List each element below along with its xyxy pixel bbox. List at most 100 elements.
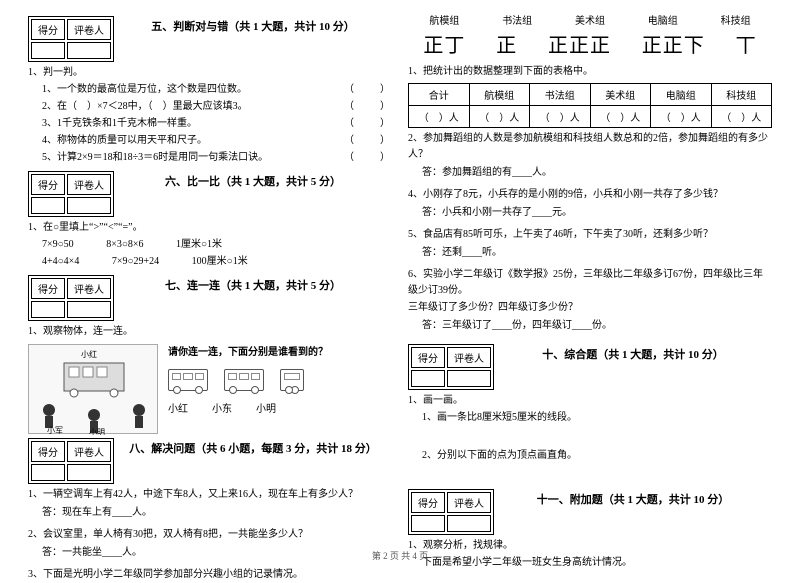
s5-item: 1、一个数的最高位是万位，这个数是四位数。 [42, 82, 344, 98]
table-cell: （ ）人 [530, 106, 591, 128]
section-8-header: 得分 评卷人 八、解决问题（共 6 小题，每题 3 分，共计 18 分） [28, 434, 392, 486]
bus-views [168, 369, 392, 394]
reviewer-label: 评卷人 [67, 441, 111, 462]
section-6-title: 六、比一比（共 1 大题，共计 5 分） [114, 173, 392, 189]
right-column: 航模组 书法组 美术组 电脑组 科技组 正丁 正 正正正 正正下 丅 1、把统计… [400, 12, 780, 559]
table-head: 书法组 [530, 84, 591, 106]
compare-item: 100厘米○1米 [192, 254, 248, 270]
s5-item: 5、计算2×9＝18和18÷3＝6时是用同一句乘法口诀。 [42, 150, 344, 166]
section-6-header: 得分 评卷人 六、比一比（共 1 大题，共计 5 分） [28, 167, 392, 219]
bus-view [280, 369, 304, 394]
score-box-11: 得分 评卷人 [408, 489, 494, 535]
bus-scene-icon: 小红 小军 小明 [29, 345, 159, 435]
group-label: 科技组 [721, 12, 751, 27]
r-q6a: 6、实验小学二年级订《数学报》25份，三年级比二年级多订67份，四年级比三年级少… [408, 267, 772, 299]
reviewer-label: 评卷人 [67, 278, 111, 299]
s5-lead: 1、判一判。 [28, 65, 392, 81]
r-a5: 答：还剩____听。 [408, 245, 772, 261]
score-label: 得分 [31, 19, 65, 40]
table-row: （ ）人 （ ）人 （ ）人 （ ）人 （ ）人 （ ）人 [409, 106, 772, 128]
bus-view-labels: 小红 小东 小明 [168, 400, 392, 415]
tally-mark: 正 [496, 29, 517, 58]
paren-blank: （ ） [344, 99, 392, 115]
s7-right: 请你连一连，下面分别是谁看到的？ 小红 小东 小明 [168, 344, 392, 415]
s5-item: 4、称物体的质量可以用天平和尺子。 [42, 133, 344, 149]
section-5-header: 得分 评卷人 五、判断对与错（共 1 大题，共计 10 分） [28, 12, 392, 64]
s10-lead: 1、画一画。 [408, 393, 772, 409]
reviewer-label: 评卷人 [447, 347, 491, 368]
tally-mark: 正丁 [423, 29, 465, 58]
s5-item: 2、在（ ）×7＜28中，（ ）里最大应该填3。 [42, 99, 344, 115]
table-cell: （ ）人 [409, 106, 470, 128]
s6-row1: 7×9○50 8×3○8×6 1厘米○1米 [28, 237, 392, 253]
bus-view [224, 369, 264, 394]
paren-blank: （ ） [344, 116, 392, 132]
r-a4: 答：小兵和小刚一共存了____元。 [408, 205, 772, 221]
r-q5: 5、食品店有85听可乐，上午卖了46听，下午卖了30听，还剩多少听？ [408, 227, 772, 243]
section-10-header: 得分 评卷人 十、综合题（共 1 大题，共计 10 分） [408, 340, 772, 392]
compare-item: 7×9○50 [42, 237, 74, 253]
observation-picture: 小红 小军 小明 [28, 344, 158, 434]
view-label: 小明 [256, 400, 276, 415]
table-head: 美术组 [590, 84, 651, 106]
table-cell: （ ）人 [590, 106, 651, 128]
r-a2: 答：参加舞蹈组的有____人。 [408, 165, 772, 181]
s8-q3: 3、下面是光明小学二年级同学参加部分兴趣小组的记录情况。 [28, 567, 392, 583]
tally-mark: 正正正 [548, 29, 611, 58]
bus-icon [224, 369, 264, 391]
table-lead: 1、把统计出的数据整理到下面的表格中。 [408, 64, 772, 80]
score-label: 得分 [411, 347, 445, 368]
r-a6: 答：三年级订了____份，四年级订____份。 [408, 318, 772, 334]
score-label: 得分 [31, 441, 65, 462]
paren-blank: （ ） [344, 82, 392, 98]
score-label: 得分 [31, 174, 65, 195]
compare-item: 8×3○8×6 [106, 237, 143, 253]
s8-q2: 2、会议室里，单人椅有30把，双人椅有8把，一共能坐多少人？ [28, 527, 392, 543]
bus-view [168, 369, 208, 394]
s6-lead: 1、在○里填上“>”“<”“=”。 [28, 220, 392, 236]
score-label: 得分 [31, 278, 65, 299]
r-q4: 4、小刚存了8元，小兵存的是小刚的9倍，小兵和小刚一共存了多少钱？ [408, 187, 772, 203]
table-cell: （ ）人 [651, 106, 712, 128]
score-label: 得分 [411, 492, 445, 513]
s7-lead: 1、观察物体，连一连。 [28, 324, 392, 340]
s5-items: 1、一个数的最高位是万位，这个数是四位数。（ ） 2、在（ ）×7＜28中，（ … [28, 82, 392, 166]
compare-item: 4+4○4×4 [42, 254, 79, 270]
group-label: 电脑组 [648, 12, 678, 27]
reviewer-label: 评卷人 [67, 174, 111, 195]
compare-item: 1厘米○1米 [176, 237, 222, 253]
bus-icon [168, 369, 208, 391]
group-label: 书法组 [502, 12, 532, 27]
bus-icon [280, 369, 304, 391]
section-7-title: 七、连一连（共 1 大题，共计 5 分） [114, 277, 392, 293]
table-head: 科技组 [711, 84, 772, 106]
table-head: 合计 [409, 84, 470, 106]
svg-text:小红: 小红 [81, 349, 97, 359]
s10-i1: 1、画一条比8厘米短5厘米的线段。 [408, 410, 772, 426]
left-column: 得分 评卷人 五、判断对与错（共 1 大题，共计 10 分） 1、判一判。 1、… [20, 12, 400, 559]
group-labels-row: 航模组 书法组 美术组 电脑组 科技组 [408, 12, 772, 27]
svg-text:小军: 小军 [47, 426, 63, 435]
s8-a1: 答：现在车上有____人。 [28, 505, 392, 521]
page-footer: 第 2 页 共 4 页 [0, 549, 800, 562]
table-cell: （ ）人 [469, 106, 530, 128]
table-head: 航模组 [469, 84, 530, 106]
s8-q1: 1、一辆空调车上有42人，中途下车8人，又上来16人，现在车上有多少人？ [28, 487, 392, 503]
s7-body: 小红 小军 小明 请你连一连，下面分别是谁看到的？ 小红 小东 [28, 344, 392, 434]
svg-text:小明: 小明 [89, 428, 105, 435]
section-7-header: 得分 评卷人 七、连一连（共 1 大题，共计 5 分） [28, 271, 392, 323]
score-box-5: 得分 评卷人 [28, 16, 114, 62]
table-row: 合计 航模组 书法组 美术组 电脑组 科技组 [409, 84, 772, 106]
table-head: 电脑组 [651, 84, 712, 106]
section-10-title: 十、综合题（共 1 大题，共计 10 分） [494, 346, 772, 362]
stats-table: 合计 航模组 书法组 美术组 电脑组 科技组 （ ）人 （ ）人 （ ）人 （ … [408, 83, 772, 128]
reviewer-label: 评卷人 [447, 492, 491, 513]
view-label: 小红 [168, 400, 188, 415]
s10-i2: 2、分别以下面的点为顶点画直角。 [408, 448, 772, 464]
section-11-title: 十一、附加题（共 1 大题，共计 10 分） [494, 491, 772, 507]
view-label: 小东 [212, 400, 232, 415]
r-q2: 2、参加舞蹈组的人数是参加航模组和科技组人数总和的2倍，参加舞蹈组的有多少人？ [408, 131, 772, 163]
score-box-7: 得分 评卷人 [28, 275, 114, 321]
score-box-6: 得分 评卷人 [28, 171, 114, 217]
s7-hint: 请你连一连，下面分别是谁看到的？ [168, 345, 392, 361]
